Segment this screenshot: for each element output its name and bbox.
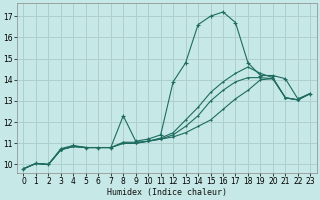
X-axis label: Humidex (Indice chaleur): Humidex (Indice chaleur): [107, 188, 227, 197]
